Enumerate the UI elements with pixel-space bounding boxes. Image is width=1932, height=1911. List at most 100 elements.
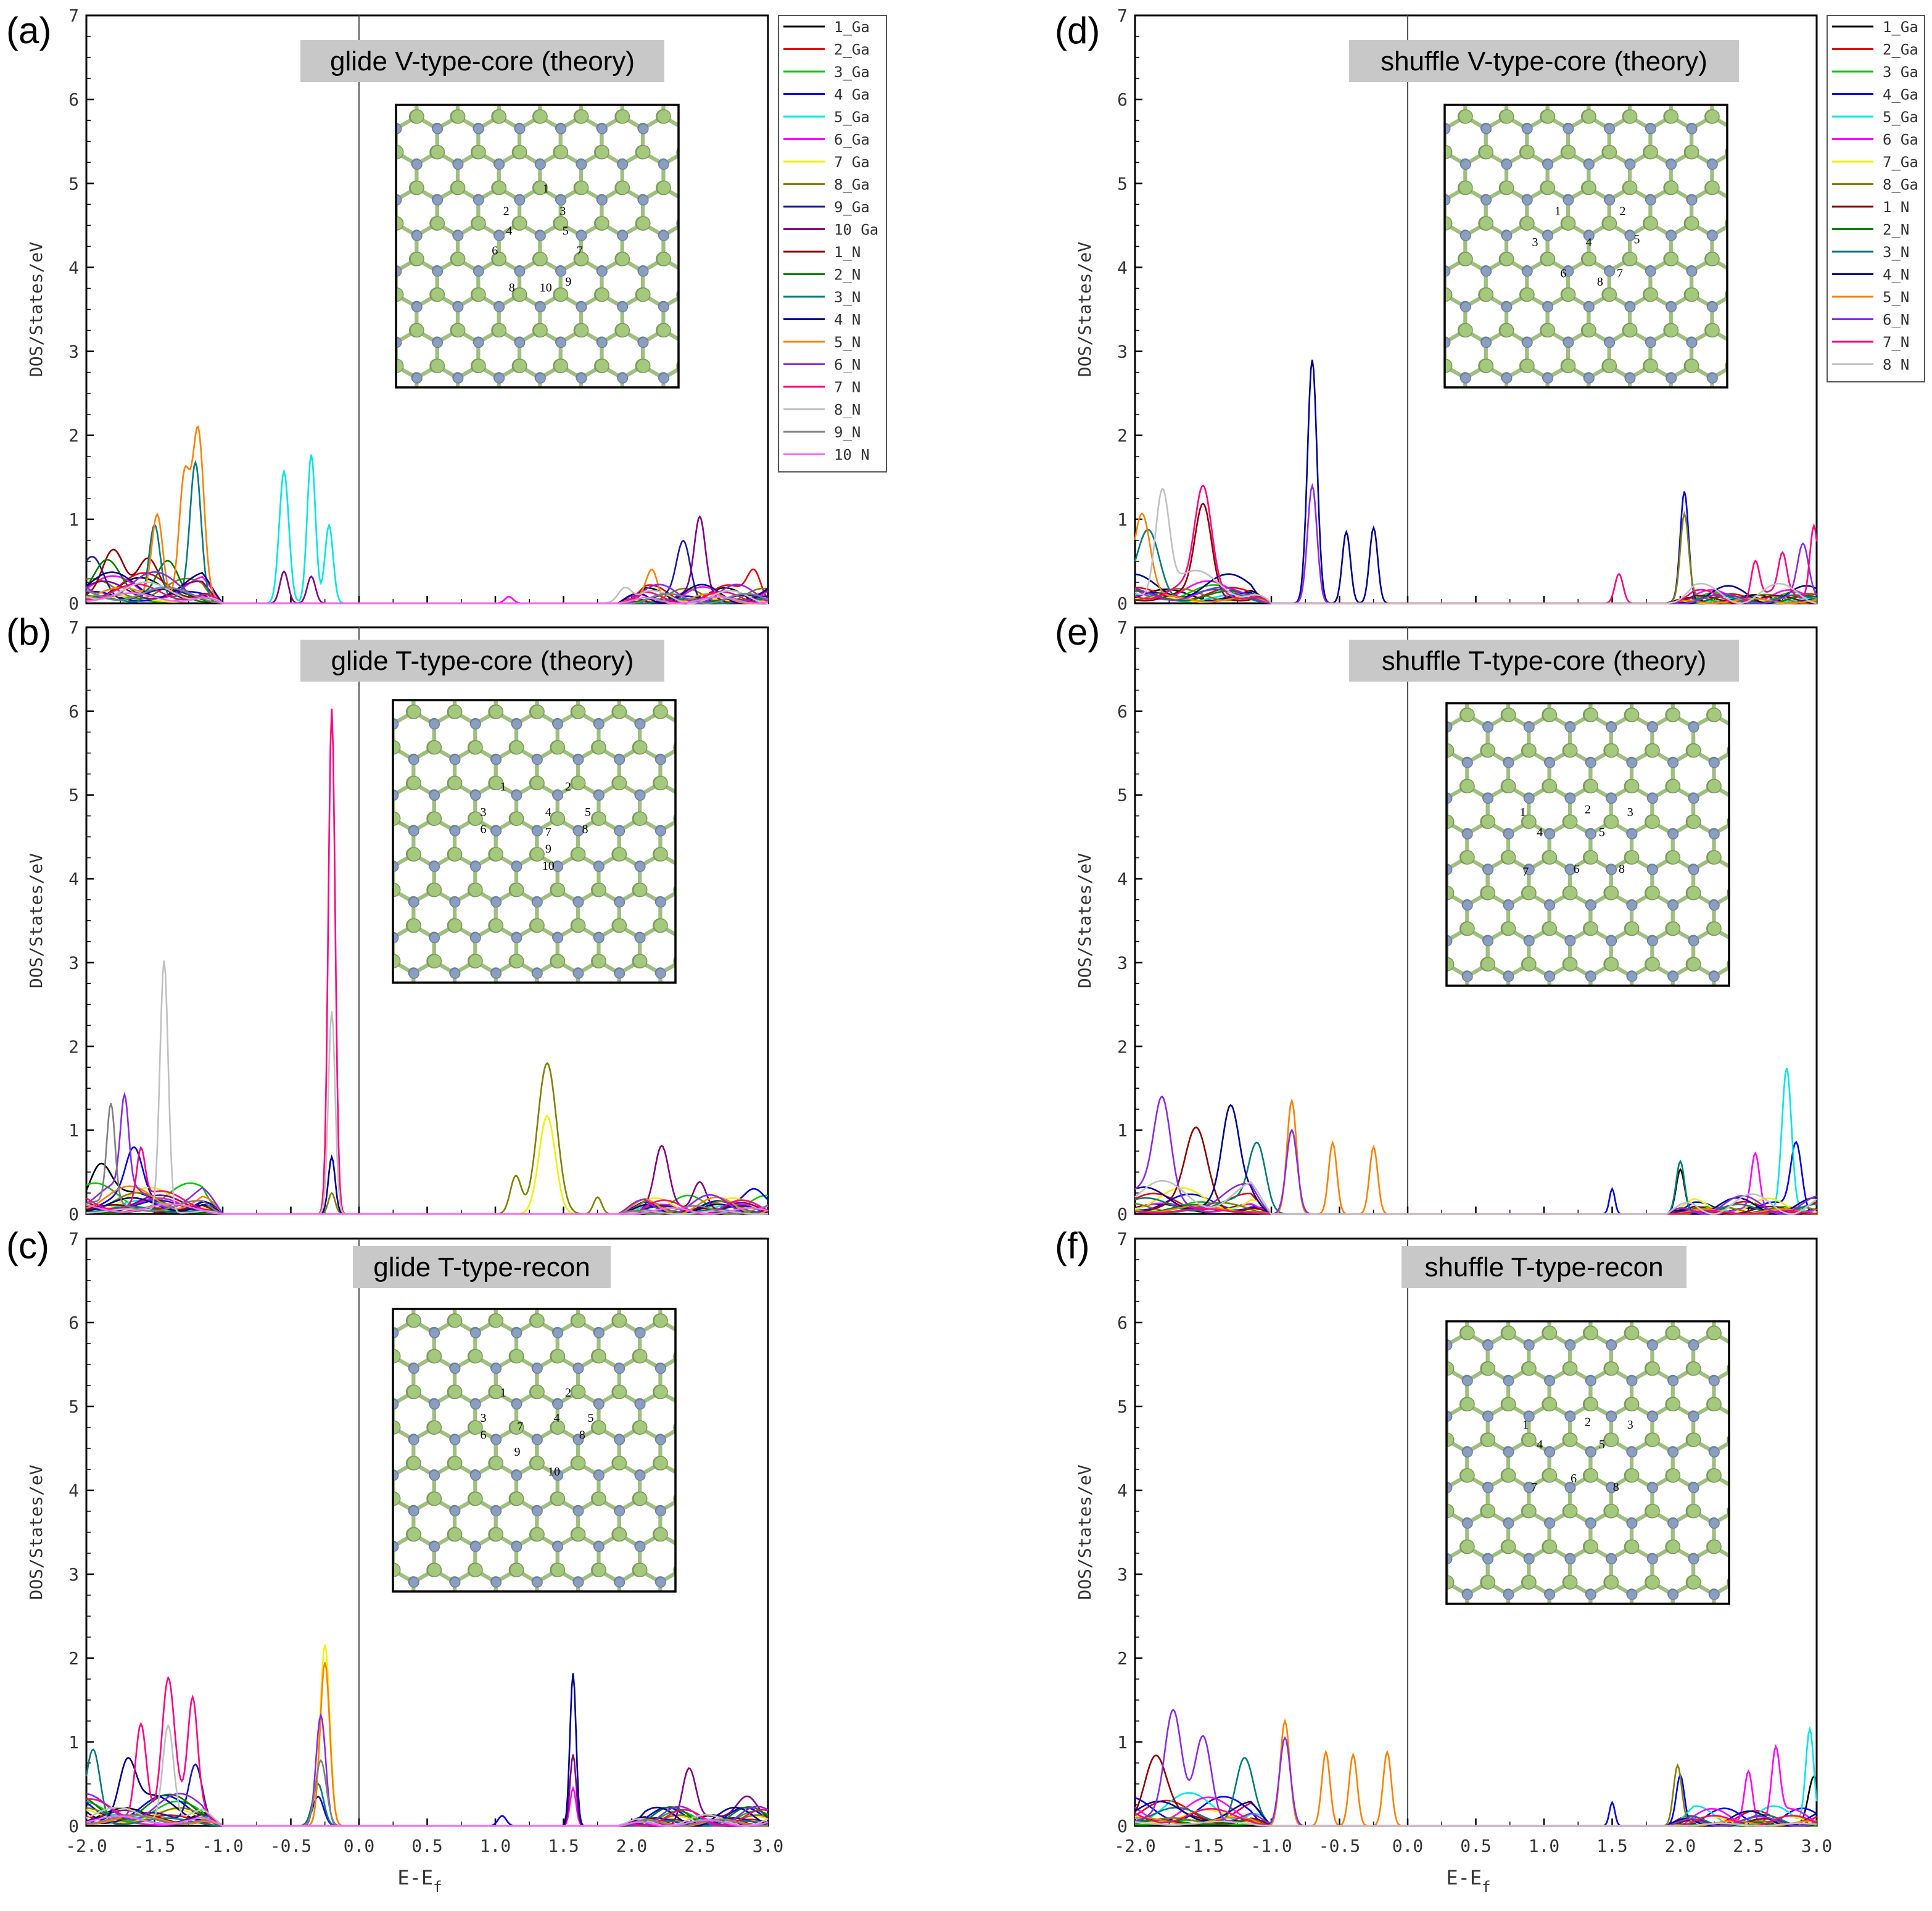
ga-atom (472, 146, 485, 159)
ga-atom (1479, 359, 1493, 373)
n-atom (659, 373, 669, 383)
y-tick-label: 1 (68, 510, 79, 530)
ga-atom (510, 741, 524, 754)
y-tick-label: 7 (68, 617, 79, 638)
n-atom (656, 755, 666, 765)
n-atom (553, 933, 563, 943)
ga-atom (427, 954, 441, 968)
n-atom (1522, 124, 1532, 134)
ga-atom (492, 110, 506, 123)
n-atom (491, 898, 501, 907)
n-atom (429, 719, 439, 729)
n-atom (535, 373, 545, 383)
n-atom (1625, 302, 1635, 312)
ga-atom (1685, 217, 1699, 230)
y-tick-label: 5 (68, 173, 79, 194)
ga-atom (654, 1385, 667, 1398)
ga-atom (1521, 217, 1534, 230)
x-tick-label: -1.5 (134, 1836, 175, 1856)
inset-atom-label: 5 (588, 1411, 594, 1425)
y-tick-label: 6 (68, 89, 79, 110)
ga-atom (572, 705, 585, 719)
x-tick-label: 2.0 (616, 1836, 648, 1856)
n-atom (656, 1506, 666, 1516)
n-atom (614, 898, 624, 907)
n-atom (1604, 266, 1614, 276)
inset-atom-label: 7 (1617, 266, 1623, 280)
n-atom (1584, 302, 1594, 312)
x-tick-label: 2.5 (684, 1836, 716, 1856)
n-atom (491, 1364, 501, 1374)
ga-atom (1644, 359, 1657, 373)
ga-atom (448, 848, 462, 861)
n-atom (512, 862, 522, 872)
inset-atom-label: 6 (481, 822, 487, 836)
ga-atom (427, 812, 441, 825)
ga-atom (448, 1314, 462, 1327)
inset-atom-label: 2 (565, 1386, 571, 1400)
y-tick-label: 2 (1117, 1036, 1128, 1057)
ga-atom (592, 1563, 606, 1577)
y-tick-label: 4 (1117, 869, 1128, 889)
inset-atom-label: 3 (481, 806, 487, 819)
panel-title: glide V-type-core (theory) (330, 46, 635, 76)
ga-atom (613, 705, 626, 719)
ga-atom (1687, 744, 1701, 757)
n-atom (471, 1542, 481, 1551)
ga-atom (427, 1563, 441, 1577)
ga-atom (1543, 779, 1556, 793)
n-atom (656, 826, 666, 836)
inset-atom-label: 7 (517, 1420, 523, 1434)
x-tick-label: 0.5 (411, 1836, 443, 1856)
x-tick-label: 3.0 (753, 1836, 784, 1856)
ga-atom (592, 1492, 606, 1506)
n-atom (1604, 124, 1614, 134)
ga-atom (452, 110, 465, 123)
n-atom (638, 195, 648, 205)
ga-atom (530, 1385, 544, 1398)
ga-atom (1562, 217, 1575, 230)
n-atom (1707, 231, 1717, 241)
ga-atom (572, 1385, 585, 1398)
y-tick-label: 1 (68, 1120, 79, 1141)
n-atom (450, 1435, 460, 1445)
ga-atom (654, 1314, 667, 1327)
panel-title: glide T-type-recon (373, 1252, 590, 1282)
ga-atom (469, 1563, 482, 1577)
ga-atom (1543, 708, 1556, 722)
x-axis-label-main: E-E (397, 1866, 433, 1889)
inset-atom-label: 7 (577, 244, 583, 258)
ga-atom (1706, 323, 1719, 337)
ga-atom (1624, 252, 1637, 266)
ga-atom (469, 954, 482, 968)
n-atom (450, 898, 460, 907)
ga-atom (575, 110, 588, 123)
ga-atom (1664, 323, 1678, 337)
ga-atom (1479, 217, 1493, 230)
ga-atom (654, 848, 667, 861)
n-atom (515, 337, 525, 347)
n-atom (471, 1328, 481, 1338)
ga-atom (469, 1492, 482, 1506)
n-atom (432, 195, 442, 205)
ga-atom (634, 1350, 647, 1363)
n-atom (1522, 337, 1532, 347)
ga-atom (554, 146, 568, 159)
n-atom (577, 302, 587, 312)
y-tick-label: 3 (1117, 952, 1128, 973)
n-atom (471, 933, 481, 943)
ga-atom (1624, 110, 1637, 123)
ga-atom (1644, 217, 1657, 230)
n-atom (1461, 373, 1471, 383)
n-atom (1604, 195, 1614, 205)
ga-atom (1706, 252, 1719, 266)
inset-atom-label: 2 (565, 780, 571, 794)
y-tick-label: 0 (68, 1816, 79, 1836)
ga-atom (592, 741, 606, 754)
ga-atom (592, 1350, 606, 1363)
ga-atom (634, 1492, 647, 1506)
n-atom (1481, 266, 1491, 276)
n-atom (656, 1435, 666, 1445)
inset-atom-label: 10 (548, 1465, 560, 1479)
ga-atom (634, 812, 647, 825)
